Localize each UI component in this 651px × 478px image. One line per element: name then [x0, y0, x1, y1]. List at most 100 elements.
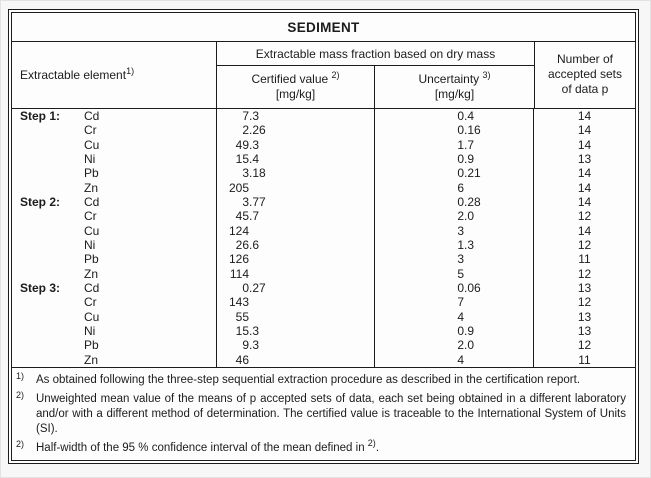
- uncertainty-int: 0: [457, 152, 464, 167]
- header-sets-line2: accepted sets: [547, 67, 623, 82]
- table-row: Ni 15.4 0.9 13: [12, 151, 635, 167]
- sets-count-cell: 13: [577, 324, 592, 339]
- table-row: Cu 49.3 1.7 14: [12, 137, 635, 152]
- uncertainty-value-cell: 0.4: [375, 108, 534, 124]
- certified-int: 0: [242, 281, 249, 296]
- uncertainty-int: 0: [457, 195, 464, 210]
- sediment-table: SEDIMENT Extractable element1) Extractab…: [11, 12, 636, 461]
- element-symbol: Cd: [84, 108, 100, 123]
- table-row: Zn 205 6 14: [12, 180, 635, 195]
- uncertainty-value-cell: 0.28: [375, 194, 534, 210]
- footnote: 2) Unweighted mean value of the means of …: [16, 391, 626, 437]
- element-symbol: Cr: [84, 123, 97, 138]
- certified-value-cell: 126: [217, 252, 375, 267]
- header-sets-line3: of data p: [561, 82, 609, 97]
- certified-int: 46: [235, 352, 249, 367]
- uncertainty-int: 0: [457, 324, 464, 339]
- certified-frac: .6: [249, 238, 260, 253]
- uncertainty-value-cell: 0.16: [375, 123, 534, 138]
- header-mass-fraction-group: Extractable mass fraction based on dry m…: [217, 42, 534, 108]
- uncertainty-value-cell: 6: [375, 180, 534, 195]
- certified-value-cell: 9.3: [217, 338, 375, 353]
- certified-value-cell: 26.6: [217, 237, 375, 253]
- certified-value-cell: 45.7: [217, 209, 375, 224]
- certified-int: 143: [228, 295, 249, 310]
- uncertainty-value-cell: 5: [375, 266, 534, 281]
- uncertainty-frac: .16: [464, 123, 481, 138]
- uncertainty-value-cell: 0.21: [375, 166, 534, 181]
- certified-int: 3: [242, 195, 249, 210]
- sets-count-cell: 14: [577, 180, 592, 195]
- element-cell: Cu: [12, 137, 217, 152]
- uncertainty-value-cell: 4: [375, 309, 534, 324]
- uncertainty-value-cell: 3: [375, 252, 534, 267]
- sets-count-cell: 14: [577, 195, 592, 210]
- certified-value-cell: 46: [217, 352, 375, 367]
- certified-frac: .77: [249, 195, 266, 210]
- step-label: Step 1:: [20, 108, 61, 123]
- element-symbol: Zn: [84, 352, 99, 367]
- certified-int: 55: [235, 309, 249, 324]
- uncertainty-frac: .7: [464, 137, 475, 152]
- table-row: Step 1: Cd 7.3 0.4 14: [12, 108, 635, 124]
- certified-value-cell: 0.27: [217, 280, 375, 296]
- footnote-marker-sup: 1): [16, 371, 25, 382]
- element-symbol: Ni: [84, 238, 96, 253]
- header-extractable-element-label: Extractable element: [20, 67, 127, 82]
- sets-count-cell: 14: [577, 123, 592, 138]
- certified-value-cell: 7.3: [217, 108, 375, 124]
- uncertainty-frac: .0: [464, 338, 475, 353]
- sets-count-cell: 11: [578, 352, 591, 367]
- uncertainty-int: 4: [457, 309, 464, 324]
- footnote-ref-1-icon: 1): [126, 65, 135, 76]
- element-symbol: Ni: [84, 152, 96, 167]
- certified-value-cell: 205: [217, 180, 375, 195]
- uncertainty-frac: .21: [464, 166, 481, 181]
- header-uncertainty-label: Uncertainty: [418, 71, 483, 86]
- uncertainty-value-cell: 0.9: [375, 151, 534, 167]
- footnote: 1) As obtained following the three-step s…: [16, 371, 626, 388]
- certified-int: 3: [242, 166, 249, 181]
- element-cell: Step 2: Cd: [12, 194, 217, 210]
- certified-int: 205: [228, 180, 249, 195]
- header-number-of-sets: Number of accepted sets of data p: [534, 42, 635, 108]
- step-label: Step 3:: [20, 281, 61, 296]
- sets-count-cell: 12: [577, 209, 592, 224]
- footnote-ref-3-icon: 3): [482, 69, 491, 80]
- uncertainty-value-cell: 1.3: [375, 237, 534, 253]
- uncertainty-value-cell: 0.9: [375, 323, 534, 339]
- uncertainty-int: 4: [457, 352, 464, 367]
- certified-frac: .3: [249, 108, 260, 123]
- uncertainty-int: 0: [457, 123, 464, 138]
- element-symbol: Cu: [84, 223, 100, 238]
- sets-count-cell: 13: [577, 309, 592, 324]
- certified-frac: .4: [249, 152, 260, 167]
- element-cell: Zn: [12, 266, 217, 281]
- element-symbol: Pb: [84, 166, 99, 181]
- uncertainty-value-cell: 2.0: [375, 209, 534, 224]
- table-row: Zn 46 4 11: [12, 352, 635, 367]
- certified-value-cell: 114: [217, 266, 375, 281]
- element-cell: Cu: [12, 309, 217, 324]
- uncertainty-value-cell: 7: [375, 295, 534, 310]
- uncertainty-value-cell: 4: [375, 352, 534, 367]
- uncertainty-frac: .4: [464, 108, 475, 123]
- uncertainty-int: 5: [457, 266, 464, 281]
- table-row: Cu 55 4 13: [12, 309, 635, 324]
- certified-value-cell: 15.3: [217, 323, 375, 339]
- uncertainty-value-cell: 1.7: [375, 137, 534, 152]
- certified-frac: .18: [249, 166, 266, 181]
- header-extractable-element: Extractable element1): [12, 42, 217, 108]
- header-uncertainty: Uncertainty 3) [mg/kg]: [375, 66, 534, 108]
- certified-value-cell: 55: [217, 309, 375, 324]
- uncertainty-int: 2: [457, 338, 464, 353]
- element-symbol: Cr: [84, 209, 97, 224]
- sets-count-cell: 11: [578, 252, 591, 267]
- certified-value-cell: 143: [217, 295, 375, 310]
- table-row: Pb 126 3 11: [12, 252, 635, 267]
- certified-value-cell: 2.26: [217, 123, 375, 138]
- table-row: Step 3: Cd 0.27 0.06 13: [12, 280, 635, 296]
- certified-int: 9: [242, 338, 249, 353]
- uncertainty-frac: .9: [464, 324, 475, 339]
